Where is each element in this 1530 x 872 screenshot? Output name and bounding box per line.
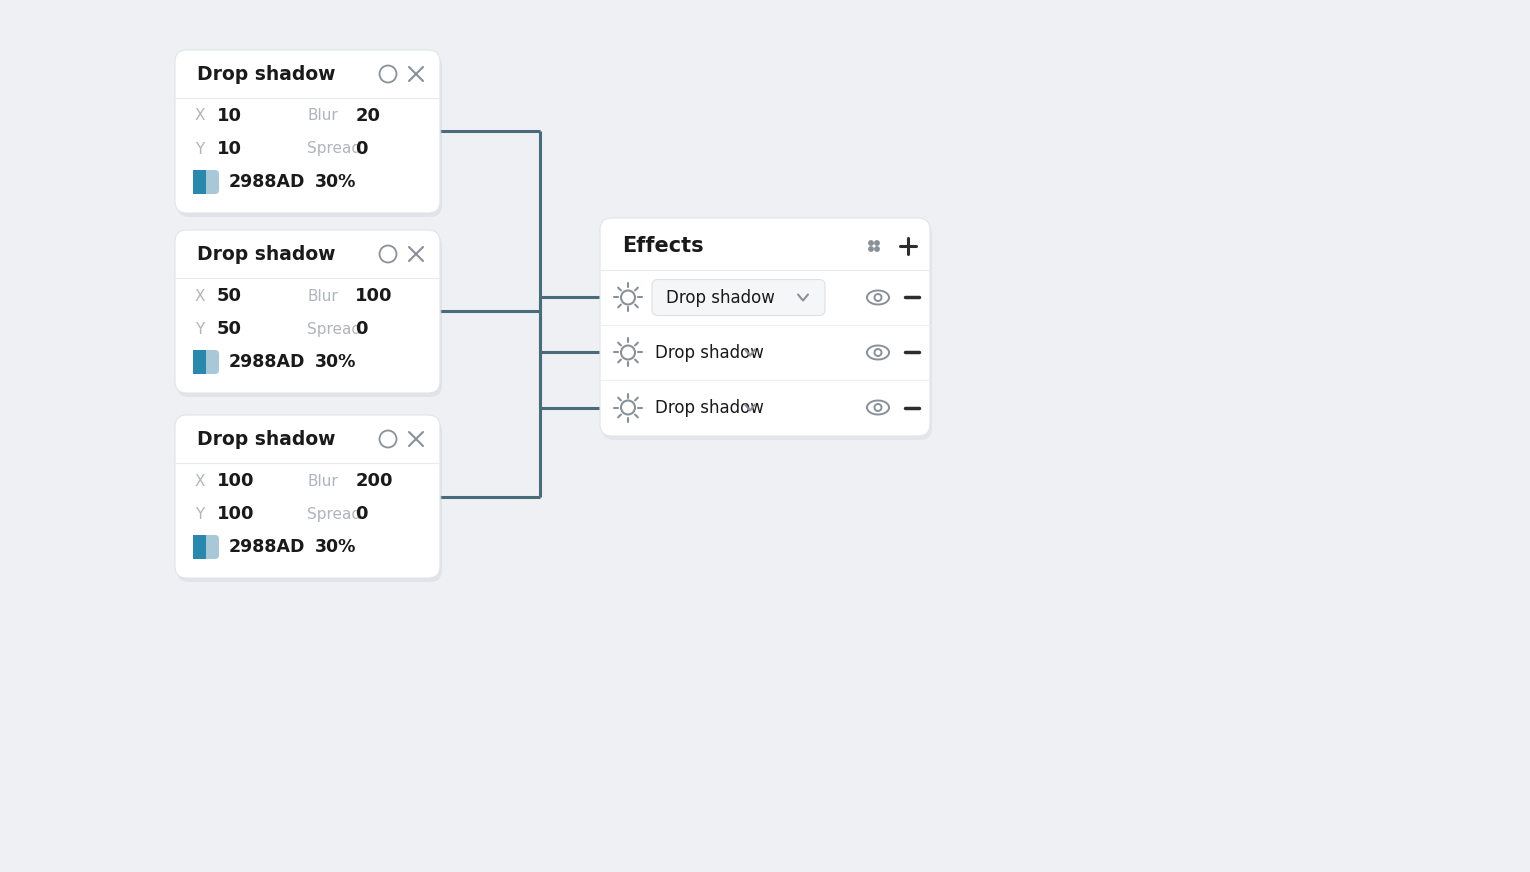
FancyBboxPatch shape	[193, 535, 207, 559]
Text: Drop shadow: Drop shadow	[666, 289, 774, 306]
FancyBboxPatch shape	[193, 170, 207, 194]
Bar	[193, 535, 207, 559]
FancyBboxPatch shape	[193, 535, 219, 559]
Text: Blur: Blur	[308, 473, 338, 488]
FancyBboxPatch shape	[174, 230, 441, 393]
Circle shape	[875, 247, 880, 251]
Text: Spread: Spread	[308, 507, 361, 521]
FancyBboxPatch shape	[193, 350, 219, 374]
Circle shape	[875, 241, 880, 245]
Text: Blur: Blur	[308, 108, 338, 124]
FancyBboxPatch shape	[652, 280, 825, 316]
Text: X: X	[194, 473, 205, 488]
Text: 2988AD: 2988AD	[230, 173, 306, 191]
FancyBboxPatch shape	[601, 222, 932, 440]
Text: Drop shadow: Drop shadow	[197, 65, 335, 84]
Text: 200: 200	[355, 472, 393, 490]
FancyBboxPatch shape	[177, 54, 442, 217]
Text: 0: 0	[355, 140, 367, 158]
Text: X: X	[194, 108, 205, 124]
Text: 50: 50	[217, 320, 242, 338]
Text: Y: Y	[194, 507, 203, 521]
Text: Effects: Effects	[623, 236, 704, 256]
Text: 0: 0	[355, 505, 367, 523]
Text: X: X	[194, 289, 205, 303]
Text: Blur: Blur	[308, 289, 338, 303]
Text: 0: 0	[355, 320, 367, 338]
Text: Drop shadow: Drop shadow	[197, 244, 335, 263]
Text: 30%: 30%	[315, 538, 356, 556]
Text: 30%: 30%	[315, 173, 356, 191]
Text: 100: 100	[355, 287, 393, 305]
FancyBboxPatch shape	[174, 50, 441, 213]
Text: 2988AD: 2988AD	[230, 353, 306, 371]
Circle shape	[869, 241, 874, 245]
FancyBboxPatch shape	[193, 350, 207, 374]
FancyBboxPatch shape	[177, 234, 442, 397]
Text: Drop shadow: Drop shadow	[655, 344, 763, 362]
Text: 50: 50	[217, 287, 242, 305]
FancyBboxPatch shape	[600, 218, 930, 436]
Text: 30%: 30%	[315, 353, 356, 371]
Text: Drop shadow: Drop shadow	[655, 399, 763, 417]
Text: 20: 20	[355, 107, 379, 125]
Circle shape	[869, 247, 874, 251]
Bar	[193, 350, 207, 374]
Text: 100: 100	[217, 472, 254, 490]
FancyBboxPatch shape	[193, 170, 219, 194]
Text: 100: 100	[217, 505, 254, 523]
Text: 2988AD: 2988AD	[230, 538, 306, 556]
Text: 10: 10	[217, 140, 242, 158]
Text: Y: Y	[194, 322, 203, 337]
Text: Spread: Spread	[308, 322, 361, 337]
Text: Drop shadow: Drop shadow	[197, 430, 335, 448]
Text: Spread: Spread	[308, 141, 361, 156]
FancyBboxPatch shape	[174, 415, 441, 578]
Text: 10: 10	[217, 107, 242, 125]
Text: Y: Y	[194, 141, 203, 156]
FancyBboxPatch shape	[177, 419, 442, 582]
Bar	[193, 170, 207, 194]
